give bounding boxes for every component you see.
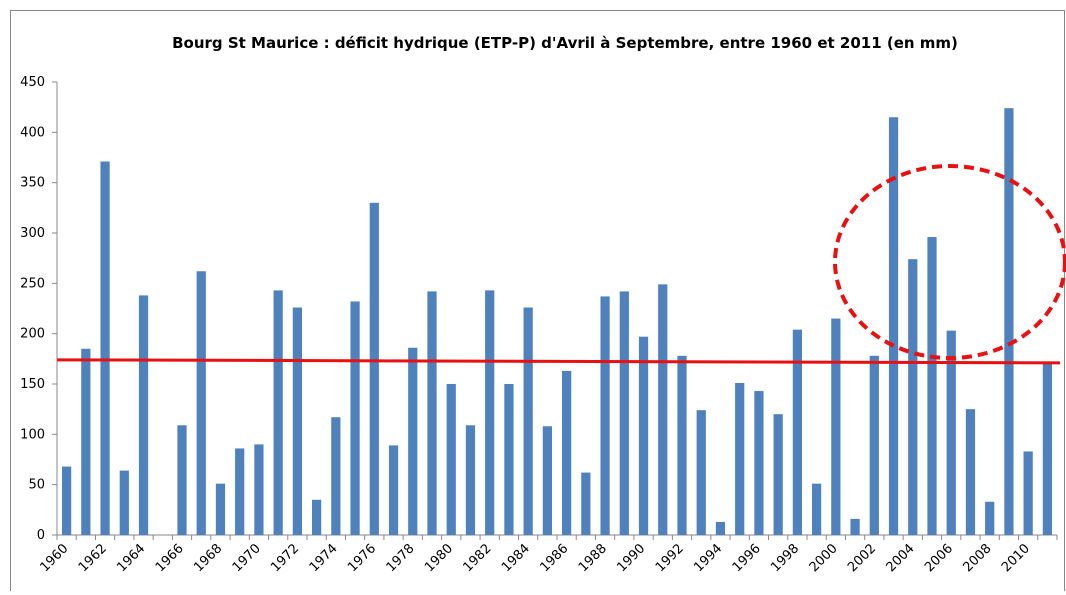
bar [600,296,610,535]
y-tick-label: 250 [20,276,45,291]
bar [696,410,706,535]
y-tick-label: 300 [20,226,45,241]
y-tick-label: 0 [37,528,45,543]
bar [715,521,726,535]
bar [1023,451,1033,535]
bar [946,330,956,535]
bar [215,483,226,535]
bar [485,290,495,535]
bar [81,348,91,535]
bar [273,290,283,535]
bar [581,472,591,535]
bar [427,291,437,535]
bar [562,370,572,535]
bar [812,483,822,535]
y-tick-label: 50 [28,478,45,493]
bar [235,448,245,535]
bar [312,499,322,535]
bar [677,355,687,535]
bar [119,470,129,535]
y-tick-label: 150 [20,377,45,392]
y-tick-label: 200 [20,327,45,342]
chart-title: Bourg St Maurice : déficit hydrique (ETP… [172,34,958,52]
bar [869,355,879,535]
bar [773,414,783,535]
trend-line [56,358,1061,365]
bar [100,161,110,535]
bar [369,202,379,536]
bar [927,237,937,535]
bar [985,501,995,535]
highlight-circle [833,164,1066,360]
bar [1042,363,1052,535]
bar [792,329,802,535]
bar [542,426,552,535]
bar [504,384,514,535]
bar [619,291,629,535]
bar [138,295,149,535]
y-tick-label: 350 [20,176,45,191]
bar [523,307,533,535]
bar [735,382,745,535]
bar [465,425,476,535]
bar [292,307,302,535]
y-tick-label: 400 [20,125,45,140]
bar [908,259,918,535]
bar [888,117,899,535]
y-tick-label: 100 [20,427,45,442]
bar [965,409,976,535]
y-tick-label: 450 [20,75,45,90]
bar [658,284,668,535]
bar [850,518,860,535]
bar [62,466,72,535]
bar [831,318,841,535]
bar [196,271,206,535]
bar [754,391,764,535]
bar [350,301,360,535]
bar [408,347,418,535]
bar [254,444,264,535]
bar [177,425,187,535]
bar [331,417,341,535]
bar [388,445,399,535]
bar [1004,108,1014,535]
bar [638,336,649,535]
chart-border [10,10,1065,595]
bar [446,384,456,535]
